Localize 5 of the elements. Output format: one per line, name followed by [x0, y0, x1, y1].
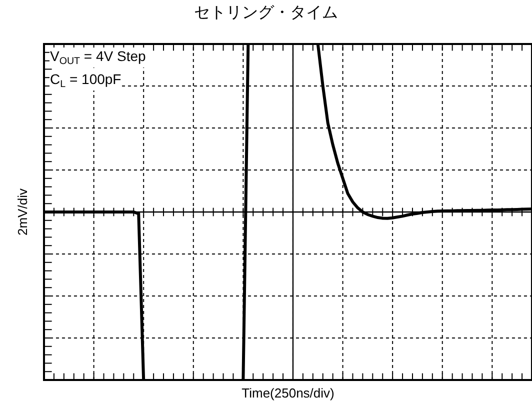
chart-title: セトリング・タイム	[194, 4, 338, 22]
x-axis-title: Time(250ns/div)	[242, 386, 334, 401]
y-axis-title: 2mV/div	[14, 188, 30, 236]
annotation: V$_{OUT}$ = 4V Step	[50, 48, 146, 67]
annotation: C$_{L}$ = 100pF	[50, 71, 122, 90]
